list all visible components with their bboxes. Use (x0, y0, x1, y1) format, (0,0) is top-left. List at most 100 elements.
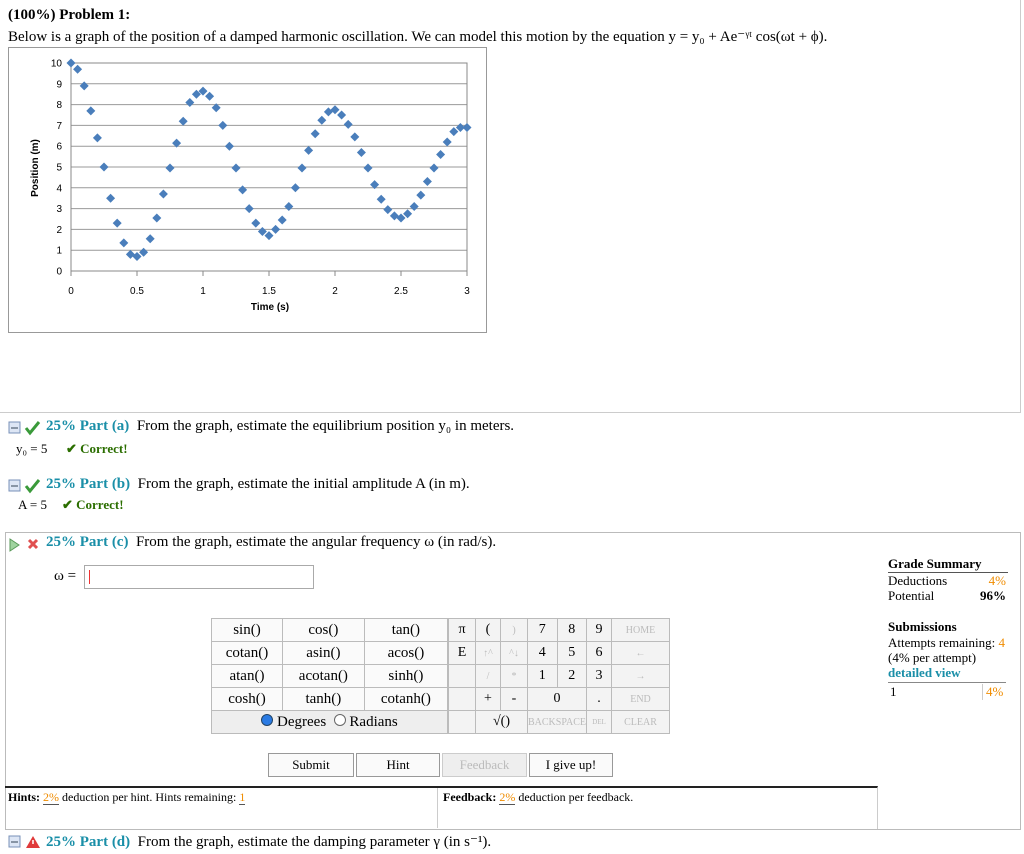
function-keys: sin() cos() tan() cotan() asin() acos() atan… (211, 618, 449, 734)
y-tick-label: 3 (56, 204, 62, 215)
hint-button[interactable]: Hint (356, 753, 440, 777)
key[interactable]: π (448, 618, 476, 642)
key[interactable]: 0 (527, 687, 587, 711)
grade-row-label: Potential (888, 588, 935, 603)
key[interactable]: 6 (586, 641, 612, 665)
key[interactable]: DEL (586, 710, 612, 734)
key[interactable]: 8 (556, 618, 587, 642)
data-point (251, 218, 261, 228)
feedback-label: Feedback: (443, 790, 497, 804)
data-point (304, 145, 314, 155)
key[interactable]: ^↓ (500, 641, 528, 665)
data-point (66, 58, 76, 68)
part-percent: 25% (46, 534, 76, 550)
function-key[interactable]: acotan() (281, 664, 365, 688)
data-point (284, 202, 294, 212)
key[interactable]: ← (611, 641, 670, 665)
data-point (455, 122, 465, 132)
y-tick-label: 6 (56, 142, 62, 153)
part-c-panel (5, 532, 1021, 830)
part-icons (8, 479, 41, 494)
data-point (416, 190, 426, 200)
function-key[interactable]: cos() (281, 618, 365, 642)
key[interactable]: ( (475, 618, 501, 642)
key[interactable]: END (611, 687, 670, 711)
key[interactable]: + (475, 687, 501, 711)
data-point (257, 226, 267, 236)
data-point (330, 105, 340, 115)
function-key[interactable]: atan() (211, 664, 283, 688)
answer-input[interactable] (84, 565, 314, 589)
data-point (449, 127, 459, 137)
x-tick-label: 1.5 (262, 286, 276, 297)
key[interactable]: 4 (527, 641, 558, 665)
problem-panel (0, 0, 1021, 413)
key[interactable]: CLEAR (611, 710, 670, 734)
per-attempt: (4% per attempt) (888, 650, 977, 665)
key[interactable]: / (475, 664, 501, 688)
key[interactable]: BACKSPACE (527, 710, 587, 734)
data-point (198, 86, 208, 96)
graph-frame (8, 47, 487, 333)
x-tick-label: 2.5 (394, 286, 408, 297)
function-key[interactable]: cosh() (211, 687, 283, 711)
function-key[interactable]: sinh() (363, 664, 449, 688)
data-point (185, 98, 195, 108)
data-point (218, 120, 228, 130)
history-deduction: 4% (982, 684, 1003, 700)
key[interactable]: 3 (586, 664, 612, 688)
key[interactable]: → (611, 664, 670, 688)
data-point (462, 122, 472, 132)
data-point (350, 132, 360, 142)
feedback-button: Feedback (442, 753, 527, 777)
key[interactable]: 9 (586, 618, 612, 642)
key[interactable]: 1 (527, 664, 558, 688)
key[interactable]: ↑^ (475, 641, 501, 665)
key[interactable]: 2 (556, 664, 587, 688)
data-point (231, 163, 241, 173)
data-point (73, 64, 83, 74)
key[interactable]: ) (500, 618, 528, 642)
data-point (403, 209, 413, 219)
data-point (106, 193, 116, 203)
data-point (290, 183, 300, 193)
function-key[interactable]: sin() (211, 618, 283, 642)
y-tick-label: 8 (56, 100, 62, 111)
data-point (172, 138, 182, 148)
key[interactable]: √() (475, 710, 528, 734)
give-up-button[interactable]: I give up! (529, 753, 613, 777)
part-percent: 25% (46, 834, 76, 850)
y-tick-label: 10 (51, 59, 63, 70)
data-point (337, 110, 347, 120)
function-key[interactable]: asin() (281, 641, 365, 665)
key[interactable]: HOME (611, 618, 670, 642)
part-icons (9, 538, 39, 552)
key[interactable]: 7 (527, 618, 558, 642)
part-label: Part (c) (79, 534, 129, 550)
function-key[interactable]: acos() (363, 641, 449, 665)
function-key[interactable]: cotanh() (363, 687, 449, 711)
part-header: 25% Part (d) From the graph, estimate th… (46, 832, 491, 851)
function-key[interactable]: tanh() (281, 687, 365, 711)
submit-button[interactable]: Submit (268, 753, 354, 777)
key[interactable]: E (448, 641, 476, 665)
data-point (436, 150, 446, 160)
radio-selected[interactable] (261, 713, 274, 726)
function-key[interactable]: cotan() (211, 641, 283, 665)
y-tick-label: 5 (56, 163, 62, 174)
data-point (310, 129, 320, 139)
key[interactable]: . (586, 687, 612, 711)
data-point (442, 137, 452, 147)
function-key[interactable]: tan() (363, 618, 449, 642)
y-axis-label: Position (m) (30, 139, 41, 197)
key[interactable]: 5 (556, 641, 587, 665)
data-point (152, 213, 162, 223)
detailed-view-link[interactable]: detailed view (888, 665, 961, 680)
radio[interactable] (333, 713, 346, 726)
angle-mode: Degrees Radians (211, 710, 448, 734)
key[interactable]: * (500, 664, 528, 688)
y-tick-label: 2 (56, 225, 62, 236)
part-icons (8, 835, 40, 848)
key[interactable]: - (500, 687, 528, 711)
part-header: 25% Part (a) From the graph, estimate th… (46, 418, 514, 435)
